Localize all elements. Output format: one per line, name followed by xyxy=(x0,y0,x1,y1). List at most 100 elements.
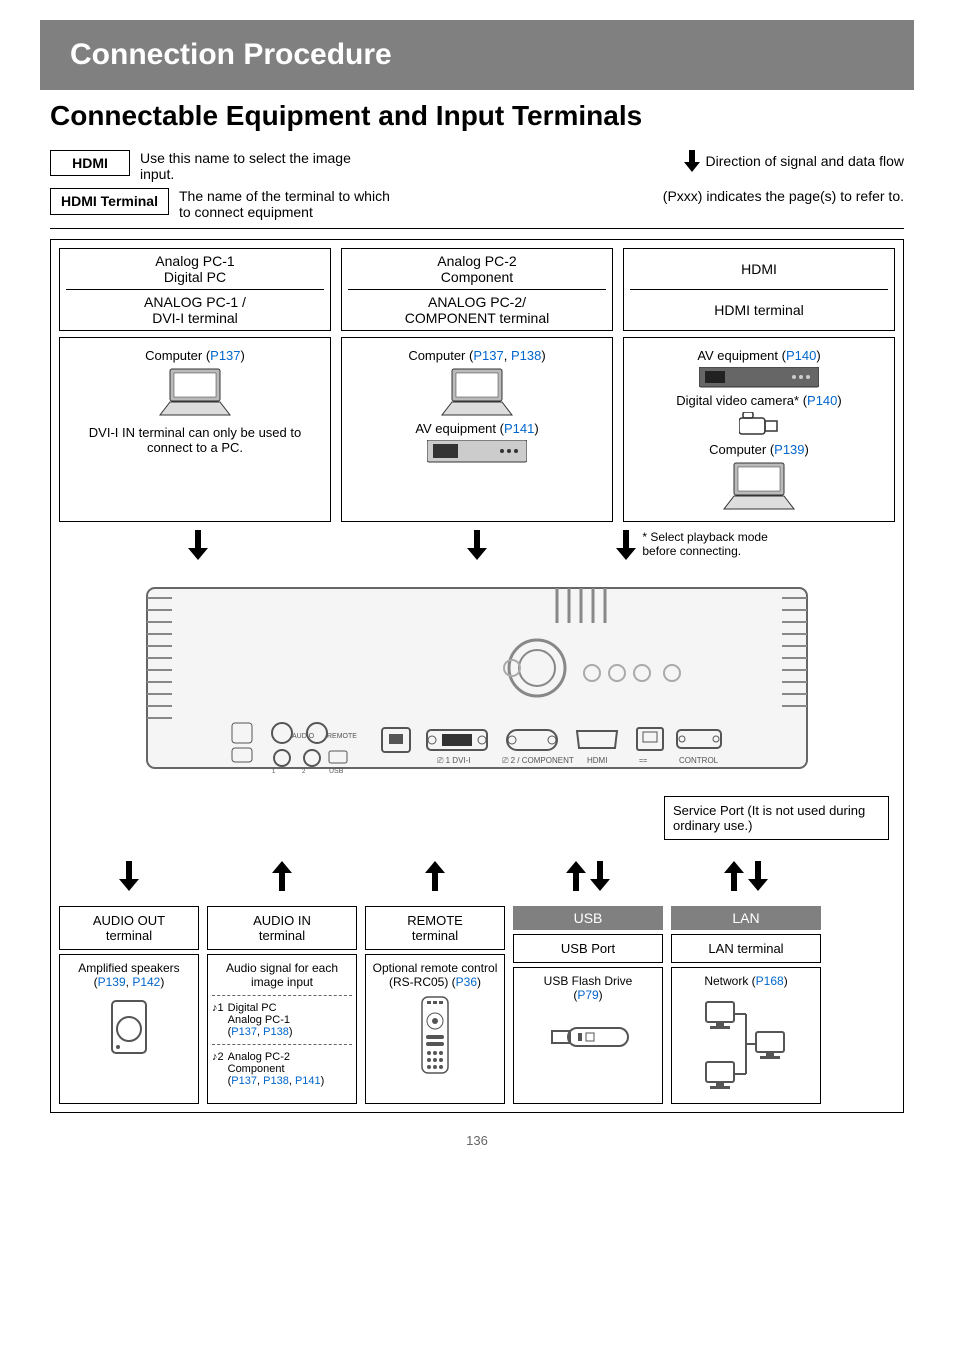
arrow-down-icon xyxy=(748,861,768,891)
lan-col: LAN LAN terminal Network (P168) xyxy=(671,846,821,1104)
page-banner: Connection Procedure xyxy=(40,20,914,90)
input-header-row: Analog PC-1 Digital PC ANALOG PC-1 / DVI… xyxy=(59,248,895,331)
page-ref-link[interactable]: P79 xyxy=(577,988,598,1002)
col3-term1: HDMI terminal xyxy=(630,294,888,326)
page-ref-link[interactable]: P141 xyxy=(504,421,534,436)
svg-text:⎚ 2 / COMPONENT: ⎚ 2 / COMPONENT xyxy=(502,756,574,765)
arrow-up-icon xyxy=(425,861,445,891)
page-ref-link[interactable]: P139 xyxy=(774,442,804,457)
page-ref-link[interactable]: P137 xyxy=(210,348,240,363)
network-icon xyxy=(696,994,796,1094)
intro-row-1: HDMI Use this name to select the image i… xyxy=(40,150,914,182)
service-port-note: Service Port (It is not used during ordi… xyxy=(664,796,889,840)
laptop-icon xyxy=(155,367,235,417)
svg-text:==: == xyxy=(639,758,647,765)
usb-header: USB xyxy=(513,906,663,930)
laptop-icon xyxy=(437,367,517,417)
page-ref-link[interactable]: P36 xyxy=(456,975,477,989)
page-ref-link[interactable]: P137 xyxy=(231,1026,257,1038)
page-ref-link[interactable]: P137 xyxy=(473,348,503,363)
page-ref-link[interactable]: P137 xyxy=(231,1075,257,1087)
audio-in-term: AUDIO IN terminal xyxy=(207,906,357,950)
col2-term1: ANALOG PC-2/ xyxy=(348,294,606,310)
svg-text:CONTROL: CONTROL xyxy=(679,756,719,765)
intro-row-2: HDMI Terminal The name of the terminal t… xyxy=(40,188,914,220)
remote-col: REMOTE terminal Optional remote control … xyxy=(365,846,505,1104)
arrow-legend-text: Direction of signal and data flow xyxy=(706,153,904,169)
arrow-legend: Direction of signal and data flow xyxy=(684,150,904,172)
page-ref-link[interactable]: P138 xyxy=(263,1075,289,1087)
col1-term2: DVI-I terminal xyxy=(66,310,324,326)
col3-header: HDMI HDMI terminal xyxy=(623,248,895,331)
page-ref-link[interactable]: P168 xyxy=(756,974,784,988)
audio-out-col: AUDIO OUT terminal Amplified speakers (P… xyxy=(59,846,199,1104)
arrow-up-icon xyxy=(566,861,586,891)
col2-item2: AV equipment (P141) xyxy=(348,421,606,436)
svg-text:2: 2 xyxy=(302,769,306,775)
arrow-down-icon xyxy=(616,530,636,560)
col3-content: AV equipment (P140) Digital video camera… xyxy=(623,337,895,522)
col1-input2: Digital PC xyxy=(66,269,324,285)
lan-content: Network (P168) xyxy=(671,967,821,1104)
projector-icon: AUDIO REMOTE 1 2 USB ⎚ 1 DVI-I xyxy=(117,568,837,788)
audio-1-icon: ♪1 xyxy=(212,1002,224,1014)
page-ref-link[interactable]: P140 xyxy=(807,393,837,408)
equipment-row: Computer (P137) DVI-I IN terminal can on… xyxy=(59,337,895,522)
col2-term2: COMPONENT terminal xyxy=(348,310,606,326)
lan-term: LAN terminal xyxy=(671,934,821,963)
audio-out-content: Amplified speakers (P139, P142) xyxy=(59,954,199,1104)
svg-text:REMOTE: REMOTE xyxy=(327,733,357,740)
svg-text:AUDIO: AUDIO xyxy=(292,733,315,740)
audio-out-term: AUDIO OUT terminal xyxy=(59,906,199,950)
av-device-icon xyxy=(427,440,527,464)
svg-text:1: 1 xyxy=(272,769,276,775)
col1-term1: ANALOG PC-1 / xyxy=(66,294,324,310)
remote-term: REMOTE terminal xyxy=(365,906,505,950)
col3-item1: AV equipment (P140) xyxy=(630,348,888,363)
page-ref-link[interactable]: P141 xyxy=(295,1075,321,1087)
col1-item1: Computer (P137) xyxy=(66,348,324,363)
usb-term: USB Port xyxy=(513,934,663,963)
pxxx-legend: (Pxxx) indicates the page(s) to refer to… xyxy=(663,188,904,204)
col3-input1: HDMI xyxy=(630,253,888,285)
remote-control-icon xyxy=(418,995,452,1075)
hdmi-box: HDMI xyxy=(50,150,130,176)
page-ref-link[interactable]: P139 xyxy=(98,975,126,989)
main-diagram: Analog PC-1 Digital PC ANALOG PC-1 / DVI… xyxy=(50,239,904,1113)
camera-icon xyxy=(739,412,779,438)
page-ref-link[interactable]: P142 xyxy=(132,975,160,989)
col2-input2: Component xyxy=(348,269,606,285)
arrows-to-projector: * Select playback mode before connecting… xyxy=(59,530,895,560)
lan-header: LAN xyxy=(671,906,821,930)
arrow-up-icon xyxy=(724,861,744,891)
hdmi-term-label: HDMI Terminal xyxy=(61,193,158,209)
usb-col: USB USB Port USB Flash Drive (P79) xyxy=(513,846,663,1104)
col1-input1: Analog PC-1 xyxy=(66,253,324,269)
page-ref-link[interactable]: P138 xyxy=(263,1026,289,1038)
laptop-icon xyxy=(719,461,799,511)
playback-note: * Select playback mode before connecting… xyxy=(642,530,772,558)
col1-header: Analog PC-1 Digital PC ANALOG PC-1 / DVI… xyxy=(59,248,331,331)
col2-content: Computer (P137, P138) AV equipment (P141… xyxy=(341,337,613,522)
arrow-down-icon xyxy=(684,150,700,172)
col3-item2: Digital video camera* (P140) xyxy=(630,393,888,408)
svg-text:USB: USB xyxy=(329,768,344,775)
audio-in-content: Audio signal for each image input ♪1 Dig… xyxy=(207,954,357,1104)
arrow-down-icon xyxy=(590,861,610,891)
page-number: 136 xyxy=(40,1133,914,1148)
divider xyxy=(50,228,904,229)
page-ref-link[interactable]: P140 xyxy=(786,348,816,363)
audio-in-col: AUDIO IN terminal Audio signal for each … xyxy=(207,846,357,1104)
usb-content: USB Flash Drive (P79) xyxy=(513,967,663,1104)
col2-item1: Computer (P137, P138) xyxy=(348,348,606,363)
col2-input1: Analog PC-2 xyxy=(348,253,606,269)
audio-2-icon: ♪2 xyxy=(212,1051,224,1063)
arrow-down-icon xyxy=(188,530,208,560)
page-ref-link[interactable]: P138 xyxy=(511,348,541,363)
hdmi-term-box: HDMI Terminal xyxy=(50,188,169,215)
arrow-down-icon xyxy=(119,861,139,891)
col3-item3: Computer (P139) xyxy=(630,442,888,457)
hdmi-term-desc: The name of the terminal to which to con… xyxy=(179,188,399,220)
arrow-down-icon xyxy=(467,530,487,560)
bottom-row: AUDIO OUT terminal Amplified speakers (P… xyxy=(59,846,895,1104)
